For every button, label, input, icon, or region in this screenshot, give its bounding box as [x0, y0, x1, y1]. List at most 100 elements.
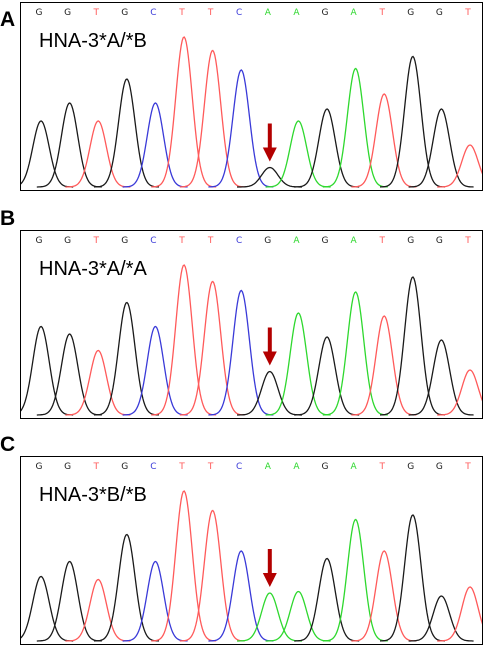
trace-peak: [379, 276, 445, 416]
base-call-letter: T: [207, 462, 214, 472]
trace-peak: [21, 120, 74, 188]
panel-b-letter: B: [0, 207, 16, 230]
genotype-label-a: HNA-3*A/*B: [39, 30, 147, 52]
trace-peak: [351, 550, 417, 642]
base-call-letter: A: [293, 462, 300, 472]
base-call-letter: G: [121, 236, 128, 246]
base-call-letter: T: [464, 236, 471, 246]
trace-peak: [294, 336, 360, 416]
trace-peak: [151, 264, 217, 416]
base-call-letter: G: [436, 8, 443, 18]
trace-peak: [36, 333, 102, 416]
genotype-label-b: HNA-3*A/*A: [39, 258, 147, 280]
trace-peak: [21, 325, 74, 416]
base-call-letter: T: [178, 462, 185, 472]
trace-peak: [408, 339, 474, 416]
base-call-letter: G: [64, 8, 71, 18]
base-call-letter: T: [378, 236, 385, 246]
base-call-letter: A: [351, 8, 358, 18]
base-call-letter: G: [436, 236, 443, 246]
panel-a-letter: A: [0, 8, 16, 31]
base-call-letter: G: [36, 462, 43, 472]
trace-peak: [379, 514, 445, 642]
trace-peak: [208, 289, 274, 416]
trace-peak: [179, 280, 245, 416]
trace-peak: [294, 108, 360, 188]
trace-peak: [36, 102, 102, 188]
trace-peak: [151, 490, 217, 642]
arrow-icon: [262, 549, 277, 587]
base-call-letter: T: [378, 462, 385, 472]
base-call-letter: T: [464, 462, 471, 472]
base-call-letter: A: [293, 8, 300, 18]
trace-peak: [265, 590, 331, 642]
base-call-letter: T: [207, 8, 214, 18]
trace-peak: [379, 55, 445, 188]
chromatogram-panel-b: G G T G C T T C G A G A T G G T HNA-3*A/*A: [20, 230, 483, 419]
arrow-icon: [262, 123, 277, 162]
trace-peak: [65, 578, 131, 642]
trace-peak: [65, 349, 131, 416]
trace-peak: [208, 69, 274, 188]
trace-peak: [208, 550, 274, 642]
base-call-letter: G: [407, 462, 414, 472]
trace-peak: [179, 509, 245, 642]
base-call-letter: G: [322, 8, 329, 18]
arrow-icon: [262, 327, 277, 366]
trace-peak: [21, 575, 74, 642]
trace-peak: [437, 144, 482, 188]
base-call-letter: C: [236, 462, 242, 472]
trace-peak: [408, 108, 474, 188]
base-call-letter: G: [322, 462, 329, 472]
trace-peak: [179, 49, 245, 188]
base-call-letter: G: [407, 8, 414, 18]
trace-peak: [322, 67, 388, 188]
base-call-letter: G: [121, 462, 128, 472]
trace-peak: [36, 560, 102, 642]
trace-peak: [322, 518, 388, 642]
base-call-letter: T: [207, 236, 214, 246]
trace-peak: [93, 78, 160, 188]
base-call-letter: G: [121, 8, 128, 18]
trace-peak: [122, 325, 188, 416]
trace-peak: [93, 301, 159, 416]
base-call-letter: G: [36, 8, 43, 18]
trace-peak: [237, 370, 302, 416]
base-call-letter: G: [64, 236, 71, 246]
base-call-letter: T: [378, 8, 385, 18]
trace-peak: [93, 533, 160, 642]
base-call-letter: A: [351, 236, 358, 246]
base-call-letter: A: [293, 236, 300, 246]
base-call-letter: T: [92, 236, 99, 246]
base-call-letter: T: [178, 8, 185, 18]
panel-c-letter: C: [0, 433, 16, 456]
trace-peak: [294, 557, 360, 642]
trace-peak: [322, 291, 388, 416]
trace-peak: [237, 592, 302, 642]
trace-peak: [265, 120, 331, 188]
genotype-label-c: HNA-3*B/*B: [39, 484, 147, 506]
trace-peak: [122, 102, 188, 188]
base-call-letter: T: [178, 236, 185, 246]
base-call-letter: A: [351, 462, 358, 472]
base-call-letter: G: [436, 462, 443, 472]
base-call-letter: C: [150, 236, 156, 246]
base-call-letter: G: [264, 236, 271, 246]
trace-peak: [408, 595, 474, 642]
base-call-letter: C: [236, 8, 242, 18]
base-call-letter: A: [265, 462, 272, 472]
trace-peak: [151, 36, 217, 188]
base-call-letter: T: [92, 8, 99, 18]
base-call-letter: C: [236, 236, 242, 246]
chromatogram-panel-c: G G T G C T T C A A G A T G G T HNA-3*B/*B: [20, 456, 483, 645]
trace-peak: [437, 369, 482, 416]
base-call-letter: C: [150, 462, 156, 472]
trace-peak: [237, 166, 302, 188]
base-call-letter: G: [64, 462, 71, 472]
trace-peak: [437, 586, 482, 642]
base-call-letter: G: [322, 236, 329, 246]
trace-peak: [351, 315, 417, 416]
